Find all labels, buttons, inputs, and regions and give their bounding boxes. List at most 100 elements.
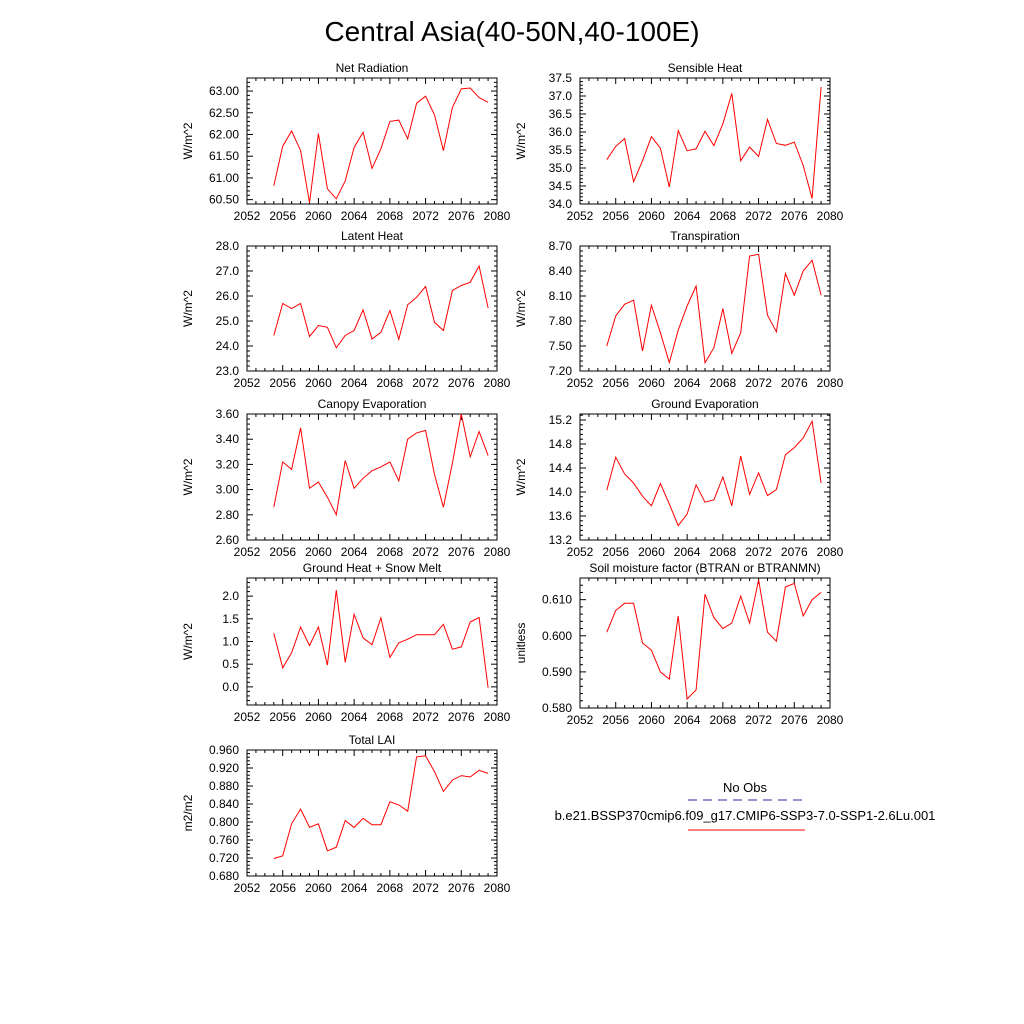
x-tick-label: 2052	[234, 545, 261, 559]
x-tick-label: 2068	[377, 881, 404, 895]
x-tick-label: 2060	[305, 376, 332, 390]
x-tick-label: 2072	[745, 376, 772, 390]
x-tick-label: 2068	[377, 545, 404, 559]
y-tick-label: 14.8	[549, 437, 573, 451]
panel-title: Ground Heat + Snow Melt	[303, 561, 442, 575]
y-tick-label: 34.5	[549, 179, 573, 193]
panel-title: Sensible Heat	[668, 61, 743, 75]
series-line	[606, 86, 822, 199]
panel-total-lai: Total LAI m2/m2 2052 2056 2060 2064 2068 2072 20…	[181, 733, 511, 895]
plot-frame	[246, 749, 498, 877]
x-tick-label: 2080	[484, 545, 511, 559]
series-line	[273, 264, 489, 349]
x-tick-label: 2064	[341, 209, 368, 223]
y-tick-label: 8.40	[549, 264, 573, 278]
x-tick-label: 2080	[484, 376, 511, 390]
legend: No Obs b.e21.BSSP370cmip6.f09_g17.CMIP6-…	[555, 780, 935, 831]
x-tick-label: 2076	[448, 710, 475, 724]
panel-canopy-evaporation: Canopy Evaporation W/m^2 2052 2056 2060 2064 2…	[181, 397, 511, 559]
plot-frame	[246, 577, 498, 706]
y-tick-label: 0.800	[209, 815, 239, 829]
y-tick-label: 14.0	[549, 485, 573, 499]
x-tick-label: 2052	[567, 713, 594, 727]
y-tick-label: 2.80	[216, 508, 240, 522]
panel-title: Net Radiation	[336, 61, 409, 75]
x-tick-label: 2072	[412, 209, 439, 223]
y-tick-label: 34.0	[549, 197, 573, 211]
y-axis-label: W/m^2	[181, 458, 195, 495]
y-tick-label: 35.5	[549, 143, 573, 157]
panel-net-radiation: Net Radiation W/m^2 2052 2056 2060 2064 2068 20…	[181, 61, 511, 223]
panel-ground-evaporation: Ground Evaporation W/m^2 2052 2056 2060 2064 2…	[514, 397, 844, 559]
x-tick-label: 2052	[567, 376, 594, 390]
x-tick-label: 2072	[412, 376, 439, 390]
x-tick-label: 2064	[674, 545, 701, 559]
y-tick-label: 3.60	[216, 407, 240, 421]
panel-title: Ground Evaporation	[651, 397, 758, 411]
y-tick-label: 1.5	[222, 612, 239, 626]
x-tick-label: 2052	[567, 209, 594, 223]
y-tick-label: 2.0	[222, 589, 239, 603]
y-tick-label: 36.0	[549, 125, 573, 139]
y-tick-label: 62.00	[209, 127, 239, 141]
y-tick-label: 3.00	[216, 483, 240, 497]
series-line	[273, 413, 489, 517]
y-tick-label: 27.0	[216, 264, 240, 278]
x-tick-label: 2072	[412, 710, 439, 724]
x-tick-label: 2064	[341, 881, 368, 895]
x-tick-label: 2060	[638, 376, 665, 390]
y-axis-label: W/m^2	[181, 290, 195, 327]
legend-obs-label: No Obs	[723, 780, 768, 795]
y-tick-label: 63.00	[209, 84, 239, 98]
x-tick-label: 2060	[638, 545, 665, 559]
y-tick-label: 26.0	[216, 289, 240, 303]
y-tick-label: 0.760	[209, 833, 239, 847]
y-tick-label: 0.5	[222, 657, 239, 671]
series-line	[273, 590, 489, 688]
x-tick-label: 2080	[817, 209, 844, 223]
panel-soil-moisture-factor: Soil moisture factor (BTRAN or BTRANMN) u…	[514, 561, 844, 727]
y-tick-label: 13.6	[549, 509, 573, 523]
y-tick-label: 0.580	[542, 701, 572, 715]
y-tick-label: 7.80	[549, 314, 573, 328]
x-tick-label: 2052	[234, 881, 261, 895]
y-tick-label: 61.00	[209, 171, 239, 185]
x-tick-label: 2080	[817, 713, 844, 727]
x-tick-label: 2080	[484, 881, 511, 895]
x-tick-label: 2068	[710, 713, 737, 727]
panel-title: Soil moisture factor (BTRAN or BTRANMN)	[589, 561, 820, 575]
y-axis-label: unitless	[514, 623, 528, 664]
x-tick-label: 2056	[269, 710, 296, 724]
plot-frame	[579, 77, 831, 205]
x-tick-label: 2056	[269, 881, 296, 895]
x-tick-label: 2056	[602, 376, 629, 390]
y-tick-label: 37.5	[549, 71, 573, 85]
y-axis-label: W/m^2	[514, 458, 528, 495]
x-tick-label: 2060	[305, 545, 332, 559]
panel-latent-heat: Latent Heat W/m^2 2052 2056 2060 2064 2068 2072…	[181, 229, 511, 390]
panel-sensible-heat: Sensible Heat W/m^2 2052 2056 2060 2064 2068 20…	[514, 61, 844, 223]
x-tick-label: 2064	[341, 545, 368, 559]
x-tick-label: 2076	[781, 713, 808, 727]
x-tick-label: 2076	[781, 376, 808, 390]
y-tick-label: 0.920	[209, 761, 239, 775]
y-tick-label: 0.0	[222, 680, 239, 694]
x-tick-label: 2076	[448, 545, 475, 559]
x-tick-label: 2056	[602, 545, 629, 559]
y-tick-label: 23.0	[216, 364, 240, 378]
panel-title: Total LAI	[349, 733, 396, 747]
y-tick-label: 8.70	[549, 239, 573, 253]
y-tick-label: 1.0	[222, 635, 239, 649]
panel-ground-heat-snow-melt: Ground Heat + Snow Melt W/m^2 2052 2056 2060…	[181, 561, 511, 724]
y-tick-label: 0.590	[542, 665, 572, 679]
x-tick-label: 2068	[377, 710, 404, 724]
y-axis-label: W/m^2	[514, 122, 528, 159]
y-tick-label: 3.20	[216, 457, 240, 471]
series-line	[606, 579, 822, 701]
x-tick-label: 2052	[234, 376, 261, 390]
x-tick-label: 2060	[305, 881, 332, 895]
panel-title: Transpiration	[670, 229, 740, 243]
x-tick-label: 2052	[234, 710, 261, 724]
y-tick-label: 0.720	[209, 851, 239, 865]
